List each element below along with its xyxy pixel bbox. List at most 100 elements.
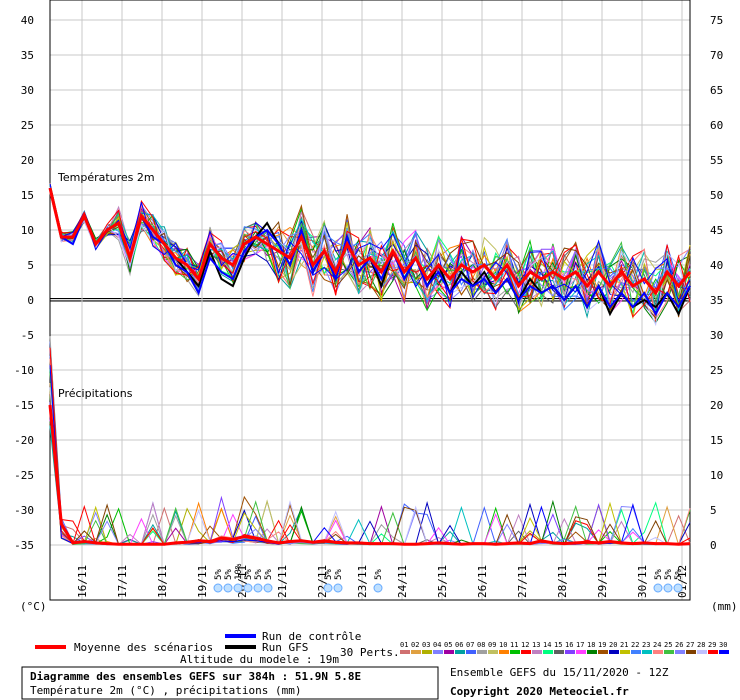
- member-id: 29: [708, 641, 716, 649]
- member-id: 09: [488, 641, 496, 649]
- mean-temp-line: [48, 187, 692, 296]
- member-precip-line: [49, 347, 691, 546]
- member-precip-line: [49, 358, 691, 546]
- snow-marker: 10%: [233, 563, 244, 593]
- x-tick-label: 29/11: [596, 565, 609, 598]
- left-tick-label: 25: [21, 119, 34, 132]
- snow-percent: 10%: [234, 563, 244, 580]
- right-tick-label: 10: [710, 469, 723, 482]
- member-swatch: [631, 650, 641, 654]
- right-tick-label: 75: [710, 14, 723, 27]
- snow-percent: 5%: [254, 569, 264, 580]
- chart-subtitle: Température 2m (°C) , précipitations (mm…: [30, 684, 302, 697]
- snow-percent: 5%: [664, 569, 674, 580]
- snow-marker: 5%: [333, 569, 344, 593]
- member-swatch: [521, 650, 531, 654]
- right-tick-label: 60: [710, 119, 723, 132]
- member-temp-line: [49, 184, 691, 314]
- member-id: 08: [477, 641, 485, 649]
- snow-percent: 5%: [334, 569, 344, 580]
- member-precip-line: [49, 365, 691, 546]
- snow-percent: 5%: [264, 569, 274, 580]
- left-tick-label: -5: [21, 329, 34, 342]
- member-swatch: [499, 650, 509, 654]
- member-id: 28: [697, 641, 705, 649]
- right-tick-label: 35: [710, 294, 723, 307]
- member-id: 06: [455, 641, 463, 649]
- snow-markers: 5% 5% 10% 5% 5% 5% 5% 5% 5% 5% 5% 5%: [213, 563, 684, 593]
- snow-marker: 5%: [373, 569, 384, 593]
- member-temp-line: [49, 188, 691, 320]
- member-precip-line: [49, 358, 691, 546]
- member-id: 19: [598, 641, 606, 649]
- left-tick-label: 20: [21, 154, 34, 167]
- snow-marker: 5%: [653, 569, 664, 593]
- snowflake-icon: [243, 583, 253, 593]
- member-temp-line: [49, 183, 691, 308]
- member-id: 13: [532, 641, 540, 649]
- member-id: 30: [719, 641, 727, 649]
- member-swatch: [708, 650, 718, 654]
- member-swatch: [477, 650, 487, 654]
- legend-members-label: 30 Perts.: [340, 646, 400, 659]
- member-swatch: [466, 650, 476, 654]
- member-precip-line: [49, 348, 691, 546]
- member-id: 01: [400, 641, 408, 649]
- snowflake-icon: [213, 583, 223, 593]
- right-tick-label: 25: [710, 364, 723, 377]
- legend-mean-label: Moyenne des scénarios: [74, 641, 213, 654]
- member-swatch: [554, 650, 564, 654]
- member-swatch: [576, 650, 586, 654]
- snow-marker: 5%: [253, 569, 264, 593]
- member-precip-line: [49, 348, 691, 546]
- snow-marker: 5%: [663, 569, 674, 593]
- member-id: 04: [433, 641, 441, 649]
- x-tick-label: 21/11: [276, 565, 289, 598]
- left-tick-label: -35: [14, 539, 34, 552]
- mean-precip-line: [48, 404, 691, 546]
- title-box: [21, 666, 439, 700]
- snowflake-icon: [663, 583, 673, 593]
- right-tick-label: 20: [710, 399, 723, 412]
- x-tick-label: 28/11: [556, 565, 569, 598]
- precipitation-section-label: Précipitations: [58, 387, 133, 400]
- snowflake-icon: [333, 583, 343, 593]
- member-id: 20: [609, 641, 617, 649]
- snow-percent: 5%: [374, 569, 384, 580]
- member-id: 24: [653, 641, 661, 649]
- snow-percent: 5%: [324, 569, 334, 580]
- member-id: 25: [664, 641, 672, 649]
- altitude-text: Altitude du modele : 19m: [180, 653, 339, 666]
- snowflake-icon: [263, 583, 273, 593]
- member-id: 05: [444, 641, 452, 649]
- member-swatch: [719, 650, 729, 654]
- member-precip-line: [49, 355, 691, 546]
- left-axis-unit: (°C): [20, 600, 47, 613]
- snow-percent: 5%: [224, 569, 234, 580]
- x-tick-label: 18/11: [156, 565, 169, 598]
- right-tick-label: 30: [710, 329, 723, 342]
- ensemble-members: [49, 182, 691, 546]
- snowflake-icon: [323, 583, 333, 593]
- snowflake-icon: [253, 583, 263, 593]
- x-tick-label: 27/11: [516, 565, 529, 598]
- member-id: 22: [631, 641, 639, 649]
- member-swatch: [411, 650, 421, 654]
- snow-percent: 5%: [214, 569, 224, 580]
- left-tick-label: 30: [21, 84, 34, 97]
- left-tick-label: 10: [21, 224, 34, 237]
- member-temp-line: [49, 187, 691, 314]
- member-swatch: [642, 650, 652, 654]
- member-id: 26: [675, 641, 683, 649]
- left-tick-label: -20: [14, 434, 34, 447]
- member-id: 15: [554, 641, 562, 649]
- snow-marker: 5%: [263, 569, 274, 593]
- chart-title: Diagramme des ensembles GEFS sur 384h : …: [30, 670, 361, 683]
- x-tick-label: 19/11: [196, 565, 209, 598]
- left-tick-label: 40: [21, 14, 34, 27]
- member-precip-line: [49, 365, 691, 546]
- member-id: 17: [576, 641, 584, 649]
- member-precip-line: [49, 341, 691, 546]
- member-precip-line: [49, 349, 691, 546]
- member-swatch: [686, 650, 696, 654]
